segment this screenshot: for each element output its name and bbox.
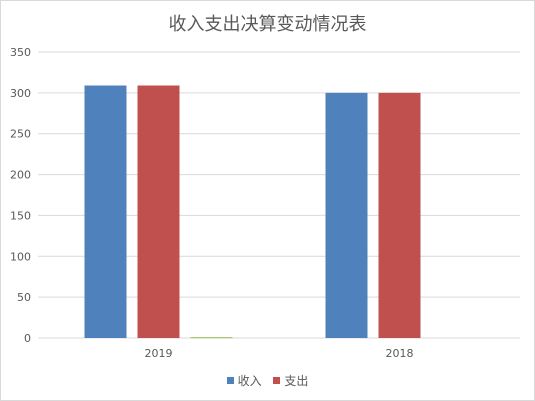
y-tick-label: 100 xyxy=(10,250,31,263)
bar xyxy=(137,85,180,338)
y-tick-label: 300 xyxy=(10,87,31,100)
y-tick-label: 150 xyxy=(10,209,31,222)
y-tick-label: 200 xyxy=(10,169,31,182)
y-tick-label: 50 xyxy=(17,291,31,304)
legend-label-expense: 支出 xyxy=(284,374,309,388)
x-tick-label: 2019 xyxy=(145,347,173,360)
legend-item-income: 收入 xyxy=(226,372,262,389)
y-tick-label: 250 xyxy=(10,128,31,141)
legend-swatch-expense xyxy=(273,377,281,384)
x-tick-label: 2018 xyxy=(386,347,414,360)
chart-title: 收入支出决算变动情况表 xyxy=(168,14,367,35)
chart-legend: 收入 支出 xyxy=(0,372,535,389)
legend-label-income: 收入 xyxy=(237,374,262,388)
bar xyxy=(378,92,421,338)
bar xyxy=(325,92,368,338)
y-tick-label: 0 xyxy=(24,332,31,345)
legend-item-expense: 支出 xyxy=(273,372,308,389)
bar xyxy=(84,85,127,338)
y-tick-label: 350 xyxy=(10,46,31,59)
bar xyxy=(190,337,233,339)
legend-swatch-income xyxy=(226,377,234,384)
